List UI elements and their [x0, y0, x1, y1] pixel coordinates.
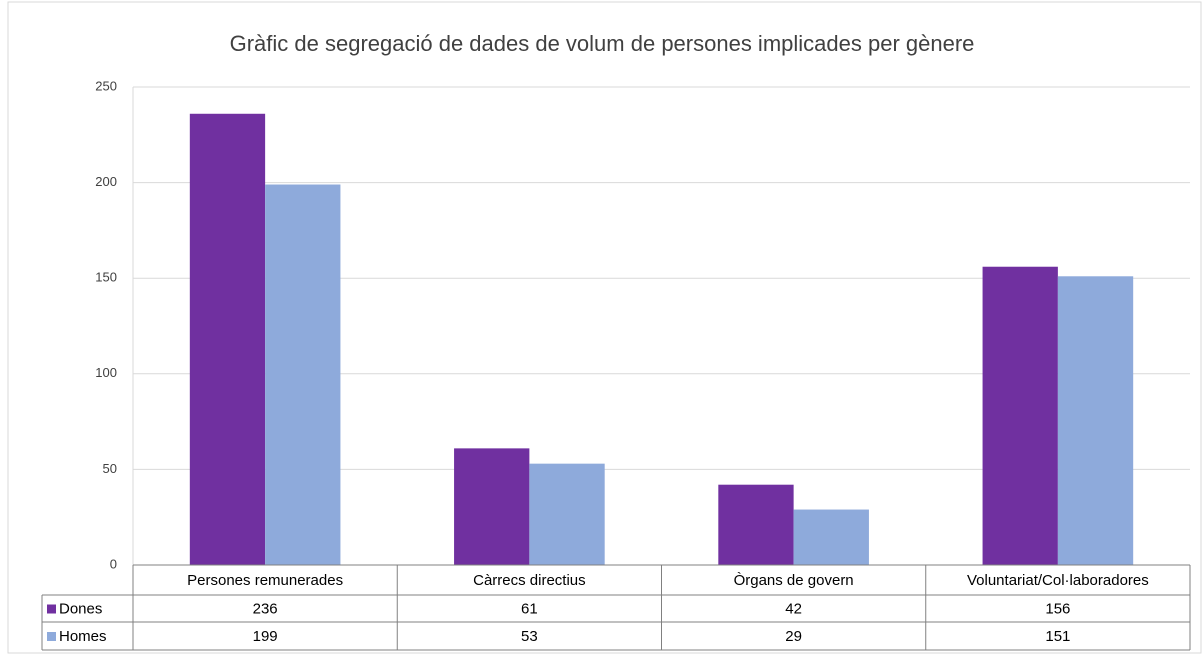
table-value: 236: [253, 600, 278, 617]
y-tick-label: 150: [95, 270, 117, 285]
x-tick-label: Càrrecs directius: [473, 572, 586, 589]
legend-label: Homes: [59, 628, 107, 645]
bar: [718, 484, 794, 565]
y-tick-label: 50: [103, 461, 117, 476]
bar: [189, 113, 266, 565]
bar: [793, 509, 869, 565]
legend-label: Dones: [59, 600, 102, 617]
table-value: 156: [1045, 600, 1070, 617]
table-value: 61: [521, 600, 538, 617]
table-value: 42: [785, 600, 802, 617]
bar: [529, 463, 605, 565]
x-tick-label: Òrgans de govern: [734, 572, 854, 589]
table-value: 151: [1045, 628, 1070, 645]
table-value: 29: [785, 628, 802, 645]
y-tick-label: 250: [95, 78, 117, 93]
bar: [982, 266, 1058, 565]
legend-key: [47, 632, 56, 641]
x-tick-label: Persones remunerades: [187, 572, 343, 589]
y-tick-label: 100: [95, 365, 117, 380]
x-tick-label: Voluntariat/Col·laboradores: [967, 572, 1149, 589]
chart-title: Gràfic de segregació de dades de volum d…: [230, 31, 975, 56]
y-tick-label: 200: [95, 174, 117, 189]
table-value: 199: [253, 628, 278, 645]
y-tick-label: 0: [110, 556, 117, 571]
bar: [454, 448, 530, 565]
bar: [265, 184, 341, 565]
table-value: 53: [521, 628, 538, 645]
bar: [1057, 276, 1134, 565]
legend-key: [47, 604, 56, 614]
